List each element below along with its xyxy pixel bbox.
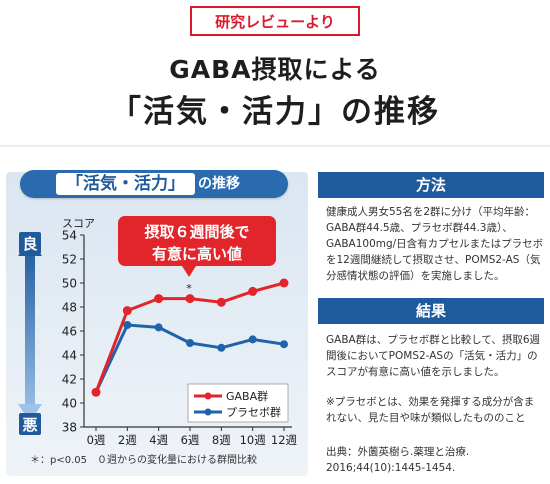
placebo-data-point xyxy=(123,321,132,329)
y-tick-label: 42 xyxy=(62,373,77,387)
result-heading: 結果 xyxy=(318,298,544,324)
chart-legend: GABA群 プラセボ群 xyxy=(187,383,289,423)
x-tick-label: 10週 xyxy=(240,433,267,447)
y-tick-label: 38 xyxy=(62,421,77,435)
chart-panel-title: 「活気・活力」 xyxy=(56,173,195,195)
y-tick-label: 40 xyxy=(62,397,77,411)
chart-footnote: ＊：p<0.05 ０週からの変化量における群間比較 xyxy=(30,453,257,466)
title-divider xyxy=(0,145,550,147)
gaba-data-point xyxy=(279,278,289,288)
chart-panel-header: 「活気・活力」 の推移 xyxy=(20,170,288,198)
good-marker-box xyxy=(19,232,41,254)
callout-line1: 摂取６週間後で xyxy=(144,223,249,241)
callout-box xyxy=(118,216,276,266)
method-text: 健康成人男女55名を2群に分け（平均年齢：GABA群44.5歳、プラセボ群44.… xyxy=(326,206,544,282)
y-tick-label: 44 xyxy=(62,349,77,363)
legend-box xyxy=(187,383,289,423)
study-review-badge: 研究レビューより xyxy=(190,6,360,36)
page-title-line2: 「活気・活力」の推移 xyxy=(110,94,440,130)
callout-pointer xyxy=(182,266,196,277)
placebo-data-point xyxy=(217,343,226,352)
gaba-data-point xyxy=(122,306,132,316)
x-tick-label: 0週 xyxy=(87,433,106,447)
placebo-data-point xyxy=(280,340,288,349)
bad-marker: 悪 xyxy=(22,416,37,434)
legend-gaba-label: GABA群 xyxy=(226,389,268,403)
x-tick-label: 2週 xyxy=(118,433,137,447)
x-tick-label: 4週 xyxy=(149,433,168,447)
placebo-data-point xyxy=(248,335,257,344)
gaba-data-point xyxy=(248,286,258,296)
y-axis-unit: スコア xyxy=(62,217,95,230)
x-tick-label: 12週 xyxy=(271,433,298,447)
callout-line2: 有意に高い値 xyxy=(152,245,242,263)
quality-arrow: 良 悪 xyxy=(18,232,42,435)
y-tick-label: 50 xyxy=(62,277,77,291)
y-tick-label: 54 xyxy=(62,229,77,243)
arrow-shaft xyxy=(25,242,35,418)
placebo-series-line xyxy=(94,323,285,393)
gaba-data-point xyxy=(91,387,101,397)
gaba-data-point xyxy=(154,294,164,304)
result-text: GABA群は、プラセボ群と比較して、摂取6週間後においてPOMS2-ASの「活気… xyxy=(326,334,541,378)
legend-gaba-marker xyxy=(204,392,212,400)
source-citation: 出典：外薗英樹ら.薬理と治療. 2016;44(10):1445-1454. xyxy=(326,446,470,474)
chart-panel-title-suffix: の推移 xyxy=(198,176,240,192)
x-tick-label: 6週 xyxy=(181,433,200,447)
method-heading: 方法 xyxy=(318,172,544,198)
bad-marker-box xyxy=(19,413,41,435)
legend-placebo-label: プラセボ群 xyxy=(226,405,281,419)
placebo-data-point xyxy=(154,323,163,332)
y-tick-label: 52 xyxy=(62,253,77,267)
good-marker: 良 xyxy=(22,235,37,253)
y-tick-label: 48 xyxy=(62,301,77,315)
y-tick-label: 46 xyxy=(62,325,77,339)
placebo-data-point xyxy=(186,339,194,347)
gaba-data-point xyxy=(216,297,226,307)
page-title-line1: GABA摂取による xyxy=(169,55,381,84)
gaba-data-point xyxy=(185,294,195,304)
significance-callout: 摂取６週間後で 有意に高い値 xyxy=(118,216,276,277)
placebo-note: ※プラセボとは、効果を発揮する成分が含まれない、見た目や味が類似したもののこと xyxy=(326,396,535,424)
x-tick-label: 8週 xyxy=(212,433,231,447)
legend-placebo-marker xyxy=(204,408,212,416)
significance-mark: * xyxy=(186,282,192,295)
